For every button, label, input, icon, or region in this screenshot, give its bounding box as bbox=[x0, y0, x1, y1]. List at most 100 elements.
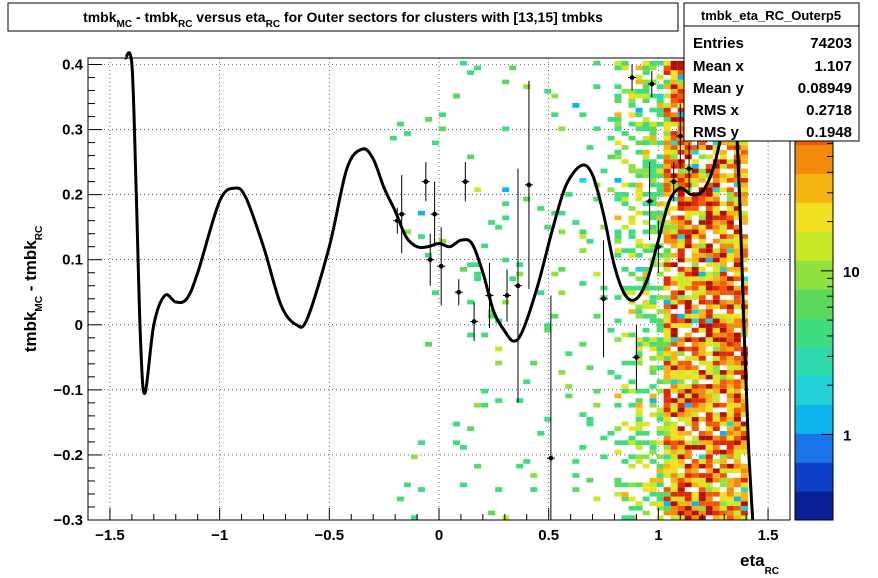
heatmap-cell-876 bbox=[698, 463, 706, 469]
heatmap-cell-295 bbox=[642, 341, 650, 347]
heatmap-cell-129 bbox=[600, 435, 608, 441]
heatmap-cell-1057 bbox=[712, 370, 720, 375]
heatmap-cell-1048 bbox=[712, 416, 720, 422]
heatmap-cell-346 bbox=[649, 384, 657, 389]
heatmap-cell-728 bbox=[684, 365, 692, 371]
heatmap-cell-511 bbox=[663, 159, 671, 164]
heatmap-cell-1248 bbox=[726, 257, 734, 263]
heatmap-cell-886 bbox=[698, 398, 706, 403]
heatmap-cell-526 bbox=[663, 79, 671, 85]
heatmap-cell-577 bbox=[670, 262, 678, 268]
heatmap-cell-545 bbox=[670, 445, 678, 450]
heatmap-cell-369 bbox=[649, 192, 657, 197]
heatmap-cell-604 bbox=[670, 98, 678, 104]
heatmap-cell-979 bbox=[705, 360, 713, 366]
heatmap-cell-1206 bbox=[726, 477, 734, 483]
heatmap-cell-343 bbox=[649, 402, 657, 408]
heatmap-cell-297 bbox=[642, 327, 650, 333]
heatmap-cell-752 bbox=[684, 220, 692, 225]
heatmap-cell-1283 bbox=[733, 510, 741, 516]
heatmap-cell-403 bbox=[656, 388, 664, 394]
heatmap-cell-783 bbox=[691, 515, 699, 520]
heatmap-cell-561 bbox=[670, 360, 678, 366]
heatmap-cell-72 bbox=[530, 487, 538, 492]
heatmap-cell-1010 bbox=[705, 182, 713, 188]
heatmap-cell-719 bbox=[684, 412, 692, 417]
heatmap-cell-1237 bbox=[726, 323, 734, 328]
heatmap-cell-655 bbox=[677, 285, 685, 291]
heatmap-cell-1392 bbox=[740, 402, 748, 408]
heatmap-cell-1282 bbox=[733, 515, 741, 520]
heatmap-cell-1213 bbox=[726, 435, 734, 441]
heatmap-cell-825 bbox=[691, 281, 699, 286]
heatmap-cell-748 bbox=[684, 238, 692, 244]
heatmap-cell-754 bbox=[684, 210, 692, 216]
heatmap-cell-965 bbox=[705, 430, 713, 436]
heatmap-cell-552 bbox=[670, 407, 678, 413]
heatmap-cell-1036 bbox=[712, 491, 720, 497]
heatmap-cell-227 bbox=[628, 168, 636, 174]
heatmap-cell-397 bbox=[656, 440, 664, 446]
heatmap-cell-673 bbox=[677, 192, 685, 197]
heatmap-cell-175 bbox=[621, 496, 629, 502]
heatmap-cell-627 bbox=[677, 445, 685, 450]
heatmap-cell-735 bbox=[684, 318, 692, 324]
heatmap-cell-982 bbox=[705, 337, 713, 342]
heatmap-cell-522 bbox=[663, 107, 671, 113]
heatmap-cell-13 bbox=[424, 252, 432, 258]
heatmap-cell-12 bbox=[424, 341, 432, 347]
heatmap-cell-622 bbox=[677, 473, 685, 478]
heatmap-cell-142 bbox=[614, 482, 622, 488]
heatmap-cell-1429 bbox=[740, 187, 748, 193]
heatmap-cell-597 bbox=[670, 140, 678, 146]
heatmap-cell-1159 bbox=[719, 276, 727, 282]
heatmap-cell-418 bbox=[656, 262, 664, 268]
heatmap-cell-510 bbox=[663, 163, 671, 169]
heatmap-cell-747 bbox=[684, 243, 692, 249]
heatmap-cell-612 bbox=[670, 60, 678, 66]
heatmap-cell-1240 bbox=[726, 309, 734, 314]
heatmap-cell-1417 bbox=[740, 257, 748, 263]
heatmap-cell-724 bbox=[684, 388, 692, 394]
heatmap-cell-582 bbox=[670, 229, 678, 235]
heatmap-cell-1391 bbox=[740, 407, 748, 413]
heatmap-cell-827 bbox=[691, 271, 699, 277]
heatmap-cell-326 bbox=[642, 93, 650, 99]
heatmap-cell-426 bbox=[656, 201, 664, 207]
heatmap-cell-327 bbox=[642, 88, 650, 94]
heatmap-cell-966 bbox=[705, 426, 713, 431]
heatmap-cell-899 bbox=[698, 323, 706, 328]
heatmap-cell-1160 bbox=[719, 271, 727, 277]
heatmap-cell-628 bbox=[677, 440, 685, 446]
heatmap-cell-259 bbox=[635, 309, 643, 314]
heatmap-cell-1230 bbox=[726, 356, 734, 361]
heatmap-cell-1155 bbox=[719, 299, 727, 305]
heatmap-cell-419 bbox=[656, 252, 664, 258]
heatmap-cell-99 bbox=[572, 473, 580, 478]
heatmap-cell-1327 bbox=[733, 271, 741, 277]
heatmap-cell-1142 bbox=[719, 370, 727, 375]
heatmap-cell-845 bbox=[691, 168, 699, 174]
heatmap-cell-634 bbox=[677, 407, 685, 413]
heatmap-cell-536 bbox=[670, 487, 678, 492]
heatmap-cell-1162 bbox=[719, 262, 727, 268]
heatmap-cell-476 bbox=[663, 346, 671, 352]
heatmap-cell-835 bbox=[691, 229, 699, 235]
heatmap-cell-36 bbox=[474, 271, 482, 277]
heatmap-cell-431 bbox=[656, 168, 664, 174]
heatmap-cell-734 bbox=[684, 323, 692, 328]
heatmap-cell-658 bbox=[677, 271, 685, 277]
heatmap-cell-722 bbox=[684, 398, 692, 403]
heatmap-cell-79 bbox=[544, 327, 552, 333]
heatmap-cell-1293 bbox=[733, 454, 741, 460]
heatmap-cell-1288 bbox=[733, 482, 741, 488]
heatmap-cell-5 bbox=[403, 131, 411, 136]
heatmap-cell-351 bbox=[649, 341, 657, 347]
profile-marker-3 bbox=[427, 257, 433, 263]
heatmap-cell-1242 bbox=[726, 299, 734, 305]
heatmap-cell-204 bbox=[628, 463, 636, 469]
heatmap-cell-1200 bbox=[726, 505, 734, 511]
heatmap-cell-990 bbox=[705, 299, 713, 305]
heatmap-cell-760 bbox=[684, 177, 692, 183]
heatmap-cell-427 bbox=[656, 192, 664, 197]
